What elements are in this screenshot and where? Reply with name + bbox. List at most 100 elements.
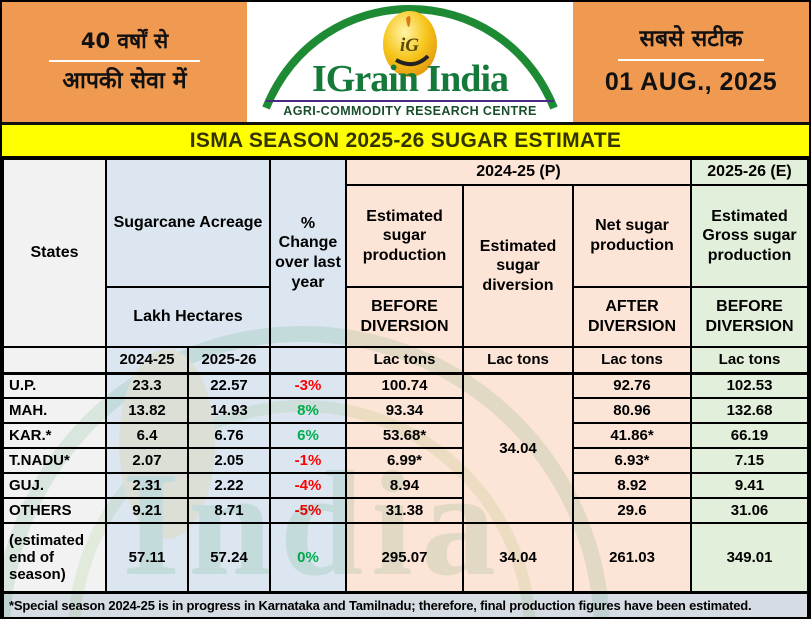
header-before-diversion-2: BEFORE DIVERSION bbox=[690, 286, 809, 348]
pct-change-cell: 6% bbox=[269, 422, 347, 449]
total-pct-change: 0% bbox=[269, 522, 347, 593]
production-cell: 6.99* bbox=[345, 447, 464, 474]
header-before-diversion-1: BEFORE DIVERSION bbox=[345, 286, 464, 348]
gross-production-cell: 31.06 bbox=[690, 497, 809, 524]
header-lakh-hectares: Lakh Hectares bbox=[105, 286, 271, 348]
logo-flame-icon bbox=[406, 16, 411, 27]
table-row: MAH. 13.82 14.93 8% 93.34 80.96 132.68 bbox=[2, 397, 809, 424]
unit-lac-tons-1: Lac tons bbox=[345, 346, 464, 375]
total-diversion: 34.04 bbox=[462, 522, 574, 593]
state-cell: U.P. bbox=[2, 372, 107, 399]
igrain-logo-icon: iG bbox=[262, 5, 558, 110]
unit-lac-tons-3: Lac tons bbox=[571, 346, 693, 375]
logo-name: IGrain India bbox=[311, 58, 509, 100]
acreage-2025-cell: 6.76 bbox=[187, 422, 271, 449]
table-row: T.NADU* 2.07 2.05 -1% 6.99* 6.93* 7.15 bbox=[2, 447, 809, 474]
net-production-cell: 80.96 bbox=[571, 397, 693, 424]
footnote-row: *Special season 2024-25 is in progress i… bbox=[2, 590, 809, 617]
pct-change-cell: -4% bbox=[269, 472, 347, 499]
state-cell: GUJ. bbox=[2, 472, 107, 499]
table-row: OTHERS 9.21 8.71 -5% 31.38 29.6 31.06 bbox=[2, 497, 809, 524]
unit-lac-tons-2: Lac tons bbox=[462, 346, 574, 375]
pct-change-cell: -5% bbox=[269, 497, 347, 524]
masthead-date: 01 AUG., 2025 bbox=[604, 68, 778, 97]
state-cell: KAR.* bbox=[2, 422, 107, 449]
net-production-cell: 8.92 bbox=[571, 472, 693, 499]
production-cell: 31.38 bbox=[345, 497, 464, 524]
acreage-2025-cell: 2.22 bbox=[187, 472, 271, 499]
gross-production-cell: 66.19 bbox=[690, 422, 809, 449]
acreage-2024-cell: 13.82 bbox=[105, 397, 189, 424]
acreage-2025-cell: 8.71 bbox=[187, 497, 271, 524]
header-acreage-year-1: 2024-25 bbox=[105, 346, 189, 375]
logo-swoosh-icon bbox=[395, 54, 430, 67]
masthead-logo-box: iG IGrain India AGRI-COMMODITY RESEARCH … bbox=[247, 2, 573, 122]
net-production-cell: 92.76 bbox=[571, 372, 693, 399]
header-acreage-year-2: 2025-26 bbox=[187, 346, 271, 375]
header-after-diversion: AFTER DIVERSION bbox=[571, 286, 693, 348]
header-pct-spacer bbox=[269, 346, 347, 375]
masthead-left-line2: आपकी सेवा में bbox=[62, 67, 187, 94]
diversion-merged-cell: 34.04 bbox=[462, 372, 574, 524]
page-title: ISMA SEASON 2025-26 SUGAR ESTIMATE bbox=[2, 125, 809, 158]
total-production: 295.07 bbox=[345, 522, 464, 593]
production-cell: 93.34 bbox=[345, 397, 464, 424]
gross-production-cell: 9.41 bbox=[690, 472, 809, 499]
table-row: U.P. 23.3 22.57 -3% 100.74 34.04 92.76 1… bbox=[2, 372, 809, 524]
total-net-production: 261.03 bbox=[571, 522, 693, 593]
acreage-2025-cell: 22.57 bbox=[187, 372, 271, 399]
total-gross-production: 349.01 bbox=[690, 522, 809, 593]
pct-change-cell: -1% bbox=[269, 447, 347, 474]
acreage-2024-cell: 2.07 bbox=[105, 447, 189, 474]
gross-production-cell: 102.53 bbox=[690, 372, 809, 399]
production-cell: 8.94 bbox=[345, 472, 464, 499]
net-production-cell: 6.93* bbox=[571, 447, 693, 474]
state-cell: T.NADU* bbox=[2, 447, 107, 474]
masthead: 40 वर्षों से आपकी सेवा में iG bbox=[2, 2, 809, 125]
header-season-2025: 2025-26 (E) bbox=[690, 158, 809, 186]
logo-monogram: iG bbox=[400, 35, 419, 56]
total-acreage-2025: 57.24 bbox=[187, 522, 271, 593]
production-cell: 53.68* bbox=[345, 422, 464, 449]
unit-lac-tons-4: Lac tons bbox=[690, 346, 809, 375]
footnote: *Special season 2024-25 is in progress i… bbox=[2, 590, 809, 617]
pct-change-cell: 8% bbox=[269, 397, 347, 424]
masthead-right: सबसे सटीक 01 AUG., 2025 bbox=[573, 2, 809, 122]
header-sugarcane-acreage: Sugarcane Acreage bbox=[105, 158, 271, 288]
total-label: (estimated end of season) bbox=[2, 522, 107, 593]
state-cell: OTHERS bbox=[2, 497, 107, 524]
header-est-sugar-diversion: Estimated sugar diversion bbox=[462, 184, 574, 348]
masthead-left-divider bbox=[48, 59, 201, 62]
masthead-right-divider bbox=[617, 59, 765, 62]
acreage-2025-cell: 2.05 bbox=[187, 447, 271, 474]
acreage-2025-cell: 14.93 bbox=[187, 397, 271, 424]
header-states-spacer bbox=[2, 346, 107, 375]
masthead-left: 40 वर्षों से आपकी सेवा में bbox=[2, 2, 247, 122]
gross-production-cell: 132.68 bbox=[690, 397, 809, 424]
masthead-left-line1: 40 वर्षों से bbox=[80, 28, 169, 53]
net-production-cell: 29.6 bbox=[571, 497, 693, 524]
production-cell: 100.74 bbox=[345, 372, 464, 399]
sugar-estimate-table: States Sugarcane Acreage % Change over l… bbox=[2, 158, 809, 617]
header-est-sugar-production: Estimated sugar production bbox=[345, 184, 464, 288]
table-row: KAR.* 6.4 6.76 6% 53.68* 41.86* 66.19 bbox=[2, 422, 809, 449]
logo-underline bbox=[266, 100, 554, 102]
total-acreage-2024: 57.11 bbox=[105, 522, 189, 593]
net-production-cell: 41.86* bbox=[571, 422, 693, 449]
acreage-2024-cell: 2.31 bbox=[105, 472, 189, 499]
logo-tagline: AGRI-COMMODITY RESEARCH CENTRE bbox=[283, 104, 537, 118]
header-pct-change: % Change over last year bbox=[269, 158, 347, 348]
masthead-right-line1: सबसे सटीक bbox=[639, 25, 743, 52]
acreage-2024-cell: 6.4 bbox=[105, 422, 189, 449]
header-net-sugar-production: Net sugar production bbox=[571, 184, 693, 288]
gross-production-cell: 7.15 bbox=[690, 447, 809, 474]
header-states: States bbox=[2, 158, 107, 348]
acreage-2024-cell: 9.21 bbox=[105, 497, 189, 524]
header-est-gross-sugar-production: Estimated Gross sugar production bbox=[690, 184, 809, 288]
total-row: (estimated end of season) 57.11 57.24 0%… bbox=[2, 522, 809, 593]
pct-change-cell: -3% bbox=[269, 372, 347, 399]
acreage-2024-cell: 23.3 bbox=[105, 372, 189, 399]
logo-arch-icon bbox=[262, 5, 558, 110]
state-cell: MAH. bbox=[2, 397, 107, 424]
